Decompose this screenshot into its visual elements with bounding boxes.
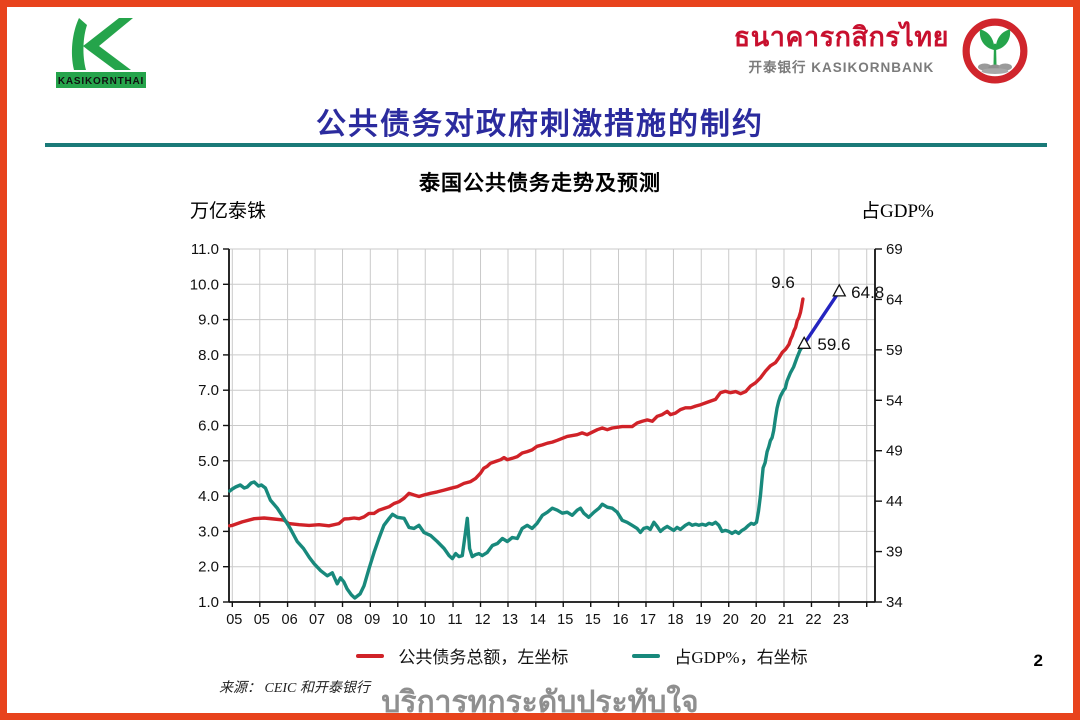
chart-legend: 公共债务总额，左坐标 占GDP%，右坐标 — [7, 643, 1073, 668]
debt-chart: 11.0 10.0 9.0 8.0 7.0 6.0 5.0 4.0 3.0 2.0 1.0 69 64 5… — [157, 227, 957, 642]
kbank-emblem-icon — [962, 18, 1028, 84]
svg-text:69: 69 — [886, 241, 903, 258]
svg-text:11: 11 — [448, 612, 463, 628]
legend-item-debt: 公共债务总额，左坐标 — [356, 643, 568, 668]
svg-text:4.0: 4.0 — [198, 488, 219, 505]
svg-text:18: 18 — [667, 612, 683, 628]
slide-title: 公共债务对政府刺激措施的制约 — [316, 108, 764, 141]
page-number: 2 — [1033, 651, 1043, 670]
svg-text:05: 05 — [226, 612, 242, 628]
bank-name-thai: ธนาคารกสิกรไทย — [733, 22, 949, 52]
legend-item-gdp: 占GDP%，右坐标 — [632, 643, 808, 668]
bank-names: ธนาคารกสิกรไทย 开泰银行 KASIKORNBANK — [734, 17, 949, 76]
svg-text:16: 16 — [612, 612, 628, 628]
svg-text:59.6: 59.6 — [817, 335, 850, 354]
svg-text:21: 21 — [778, 612, 794, 628]
svg-text:5.0: 5.0 — [198, 453, 219, 470]
svg-text:11.0: 11.0 — [191, 241, 219, 258]
source-note: 来源： CEIC 和开泰银行 — [219, 681, 370, 696]
svg-text:10: 10 — [419, 612, 435, 628]
svg-text:14: 14 — [530, 612, 546, 628]
debt-chart-svg: 11.0 10.0 9.0 8.0 7.0 6.0 5.0 4.0 3.0 2.0 1.0 69 64 5… — [190, 241, 903, 628]
svg-text:44: 44 — [886, 493, 903, 510]
svg-text:34: 34 — [886, 594, 903, 611]
svg-text:9.6: 9.6 — [771, 273, 795, 292]
legend-label-gdp: 占GDP%，右坐标 — [674, 648, 808, 667]
svg-text:20: 20 — [723, 612, 739, 628]
svg-text:19: 19 — [695, 612, 711, 628]
svg-text:09: 09 — [364, 612, 380, 628]
chart-title: 泰国公共债务走势及预测 — [419, 172, 661, 195]
svg-text:10: 10 — [392, 612, 408, 628]
svg-text:17: 17 — [640, 612, 656, 628]
svg-text:2.0: 2.0 — [198, 559, 219, 576]
bank-header: ธนาคารกสิกรไทย 开泰银行 KASIKORNBANK — [734, 17, 1029, 85]
svg-text:13: 13 — [502, 612, 518, 628]
svg-text:49: 49 — [886, 443, 903, 460]
svg-text:59: 59 — [886, 342, 903, 359]
svg-text:08: 08 — [336, 612, 352, 628]
svg-text:54: 54 — [886, 392, 903, 409]
kasikornthai-logo-icon: KASIKORNTHAI — [56, 18, 146, 88]
svg-text:3.0: 3.0 — [198, 523, 219, 540]
left-axis-unit: 万亿泰铢 — [190, 201, 267, 222]
svg-text:64: 64 — [886, 291, 903, 308]
svg-text:15: 15 — [585, 612, 601, 628]
svg-text:12: 12 — [474, 612, 490, 628]
svg-text:06: 06 — [282, 612, 298, 628]
red-line-swatch-icon — [356, 653, 385, 658]
svg-text:64.8: 64.8 — [851, 283, 884, 302]
svg-text:20: 20 — [750, 612, 766, 628]
svg-text:6.0: 6.0 — [198, 418, 219, 435]
legend-label-debt: 公共债务总额，左坐标 — [398, 648, 569, 667]
svg-text:39: 39 — [886, 544, 903, 561]
svg-text:8.0: 8.0 — [198, 347, 219, 364]
svg-text:10.0: 10.0 — [190, 276, 219, 293]
svg-text:15: 15 — [557, 612, 573, 628]
svg-text:07: 07 — [309, 612, 325, 628]
thai-slogan: บริการทุกระดับประทับใจ — [381, 686, 699, 719]
kasikornthai-logo-text: KASIKORNTHAI — [58, 76, 144, 87]
right-axis-unit: 占GDP% — [861, 201, 934, 222]
svg-text:9.0: 9.0 — [198, 312, 219, 329]
title-underline — [45, 143, 1047, 147]
svg-text:1.0: 1.0 — [198, 594, 219, 611]
svg-text:22: 22 — [805, 612, 821, 628]
svg-text:7.0: 7.0 — [198, 382, 219, 399]
bank-name-cn-en: 开泰银行 KASIKORNBANK — [748, 59, 935, 75]
teal-line-swatch-icon — [632, 653, 661, 658]
svg-text:05: 05 — [254, 612, 270, 628]
svg-text:23: 23 — [833, 612, 849, 628]
